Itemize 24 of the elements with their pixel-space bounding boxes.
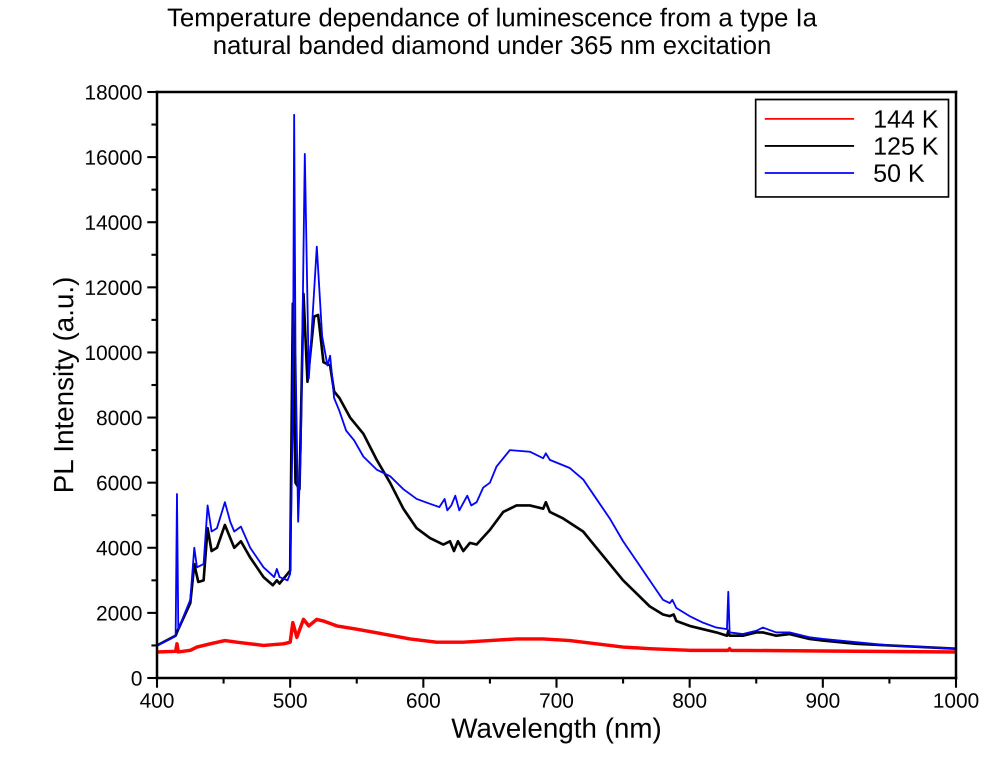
y-tick-label: 2000 xyxy=(97,606,142,621)
x-tick-label: 400 xyxy=(140,693,174,708)
y-tick-label: 16000 xyxy=(86,150,142,165)
y-tick-label: 12000 xyxy=(86,280,142,296)
legend-label: 144 K xyxy=(875,110,938,128)
y-tick-label: 4000 xyxy=(96,540,142,556)
chart-title: Temperature dependance of luminescence from a type Ia natural banded diamond under 365 nm excitation xyxy=(168,8,817,54)
x-tick-label: 500 xyxy=(274,693,307,708)
y-tick-label: 18000 xyxy=(86,85,142,100)
x-tick-label: 700 xyxy=(540,693,574,708)
legend-label: 50 K xyxy=(874,164,924,182)
x-tick-label: 600 xyxy=(407,693,440,708)
x-tick-label: 800 xyxy=(673,693,706,708)
x-axis-title: Wavelength (nm) xyxy=(451,718,660,744)
line-series xyxy=(157,618,956,654)
x-tick-label: 900 xyxy=(806,693,840,708)
x-tick-label: 1000 xyxy=(934,693,978,708)
y-tick-label: 6000 xyxy=(97,476,142,490)
y-axis-title: PL Intensity (a.u.) xyxy=(53,278,79,492)
y-tick-label: 0 xyxy=(132,671,142,686)
y-tick-label: 14000 xyxy=(86,215,142,230)
y-tick-label: 10000 xyxy=(86,345,142,360)
y-tick-label: 8000 xyxy=(96,410,142,426)
legend-label: 125 K xyxy=(875,137,938,155)
